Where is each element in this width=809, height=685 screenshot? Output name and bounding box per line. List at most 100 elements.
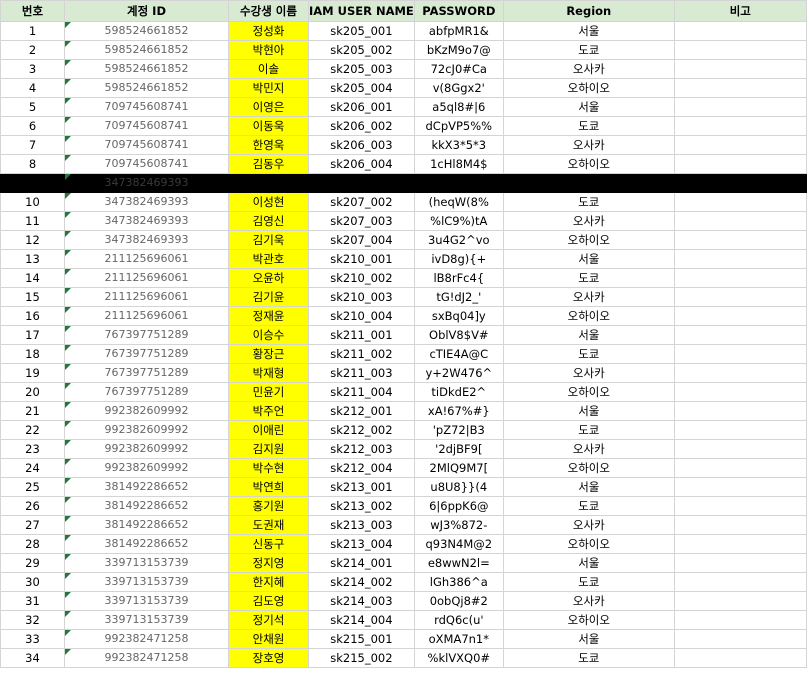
account-id-cell[interactable]: 598524661852 (64, 40, 229, 60)
account-id-cell[interactable]: 211125696061 (64, 306, 229, 326)
note-cell[interactable] (673, 78, 807, 98)
student-name-cell[interactable]: 이성현 (228, 192, 309, 212)
iam-user-cell[interactable]: sk206_002 (308, 116, 415, 136)
header-password[interactable]: PASSWORD (413, 0, 504, 22)
iam-user-cell[interactable]: sk213_004 (308, 534, 415, 554)
student-name-cell[interactable]: 오윤하 (228, 268, 309, 288)
region-cell[interactable]: 서울 (502, 21, 675, 41)
password-cell[interactable]: wJ3%872- (413, 515, 504, 535)
iam-user-cell[interactable]: sk213_001 (308, 477, 415, 497)
note-cell[interactable] (673, 553, 807, 573)
region-cell[interactable]: 오사카 (502, 211, 675, 231)
student-name-cell[interactable]: 신동구 (228, 534, 309, 554)
password-cell[interactable]: 6|6ppK6@ (413, 496, 504, 516)
student-name-cell[interactable]: 이동욱 (228, 116, 309, 136)
student-name-cell[interactable]: 정성화 (228, 21, 309, 41)
iam-user-cell[interactable]: sk207_003 (308, 211, 415, 231)
note-cell[interactable] (673, 344, 807, 364)
password-cell[interactable]: y+2W476^ (413, 363, 504, 383)
student-name-cell[interactable]: 박재형 (228, 363, 309, 383)
iam-user-cell[interactable]: sk213_002 (308, 496, 415, 516)
note-cell[interactable] (673, 458, 807, 478)
note-cell[interactable] (673, 268, 807, 288)
row-number-cell[interactable]: 20 (0, 382, 65, 402)
note-cell[interactable] (673, 40, 807, 60)
iam-user-cell[interactable]: sk206_003 (308, 135, 415, 155)
iam-user-cell[interactable]: sk213_003 (308, 515, 415, 535)
iam-user-cell[interactable]: sk211_003 (308, 363, 415, 383)
student-name-cell[interactable]: 박연희 (228, 477, 309, 497)
region-cell[interactable]: 서울 (502, 325, 675, 345)
account-id-cell[interactable]: 709745608741 (64, 116, 229, 136)
account-id-cell[interactable]: 347382469393 (64, 211, 229, 231)
iam-user-cell[interactable]: sk214_003 (308, 591, 415, 611)
region-cell[interactable]: 오하이오 (502, 230, 675, 250)
account-id-cell[interactable]: 347382469393 (64, 192, 229, 212)
row-number-cell[interactable]: 11 (0, 211, 65, 231)
region-cell[interactable]: 서울 (502, 629, 675, 649)
note-cell[interactable] (673, 211, 807, 231)
account-id-cell[interactable]: 211125696061 (64, 249, 229, 269)
iam-user-cell[interactable]: sk212_003 (308, 439, 415, 459)
note-cell[interactable] (673, 610, 807, 630)
account-id-cell[interactable]: 339713153739 (64, 572, 229, 592)
password-cell[interactable]: u8U8}}(4 (413, 477, 504, 497)
note-cell[interactable] (673, 591, 807, 611)
note-cell[interactable] (673, 135, 807, 155)
account-id-cell[interactable]: 598524661852 (64, 21, 229, 41)
iam-user-cell[interactable]: sk205_003 (308, 59, 415, 79)
region-cell[interactable]: 오사카 (502, 363, 675, 383)
region-cell[interactable]: 도쿄 (502, 420, 675, 440)
region-cell[interactable]: 오사카 (502, 287, 675, 307)
row-number-cell[interactable]: 10 (0, 192, 65, 212)
note-cell[interactable] (673, 382, 807, 402)
note-cell[interactable] (673, 629, 807, 649)
iam-user-cell[interactable]: sk205_004 (308, 78, 415, 98)
password-cell[interactable]: a5ql8#|6 (413, 97, 504, 117)
password-cell[interactable]: %klVXQ0# (413, 648, 504, 668)
note-cell[interactable] (673, 59, 807, 79)
note-cell[interactable] (673, 287, 807, 307)
student-name-cell[interactable]: 홍기원 (228, 496, 309, 516)
password-cell[interactable]: tiDkdE2^ (413, 382, 504, 402)
region-cell[interactable]: 도쿄 (502, 192, 675, 212)
account-id-cell[interactable]: 598524661852 (64, 59, 229, 79)
region-cell[interactable]: 오하이오 (502, 458, 675, 478)
row-number-cell[interactable]: 5 (0, 97, 65, 117)
iam-user-cell[interactable]: sk211_004 (308, 382, 415, 402)
iam-user-cell[interactable]: sk210_003 (308, 287, 415, 307)
region-cell[interactable]: 서울 (502, 553, 675, 573)
account-id-cell[interactable]: 709745608741 (64, 154, 229, 174)
password-cell[interactable]: %lC9%)tA (413, 211, 504, 231)
row-number-cell[interactable]: 14 (0, 268, 65, 288)
note-cell[interactable] (673, 306, 807, 326)
region-cell[interactable]: 오하이오 (502, 534, 675, 554)
note-cell[interactable] (673, 477, 807, 497)
account-id-cell[interactable]: 767397751289 (64, 344, 229, 364)
password-cell[interactable]: v(8Ggx2' (413, 78, 504, 98)
student-name-cell[interactable]: 김동우 (228, 154, 309, 174)
note-cell[interactable] (673, 363, 807, 383)
header-account-id[interactable]: 계정 ID (64, 0, 229, 22)
region-cell[interactable]: 도쿄 (502, 40, 675, 60)
region-cell[interactable]: 오사카 (502, 135, 675, 155)
row-number-cell[interactable]: 2 (0, 40, 65, 60)
iam-user-cell[interactable]: sk205_002 (308, 40, 415, 60)
password-cell[interactable]: 0obQj8#2 (413, 591, 504, 611)
row-number-cell[interactable]: 17 (0, 325, 65, 345)
student-name-cell[interactable]: 이솔 (228, 59, 309, 79)
iam-user-cell[interactable] (308, 173, 415, 193)
row-number-cell[interactable]: 32 (0, 610, 65, 630)
iam-user-cell[interactable]: sk210_002 (308, 268, 415, 288)
password-cell[interactable]: bKzM9o7@ (413, 40, 504, 60)
header-region[interactable]: Region (502, 0, 675, 22)
iam-user-cell[interactable]: sk206_004 (308, 154, 415, 174)
iam-user-cell[interactable]: sk212_002 (308, 420, 415, 440)
student-name-cell[interactable] (228, 173, 309, 193)
region-cell[interactable]: 서울 (502, 97, 675, 117)
row-number-cell[interactable]: 16 (0, 306, 65, 326)
row-number-cell[interactable]: 13 (0, 249, 65, 269)
account-id-cell[interactable]: 992382609992 (64, 420, 229, 440)
password-cell[interactable]: 3u4G2^vo (413, 230, 504, 250)
iam-user-cell[interactable]: sk210_004 (308, 306, 415, 326)
